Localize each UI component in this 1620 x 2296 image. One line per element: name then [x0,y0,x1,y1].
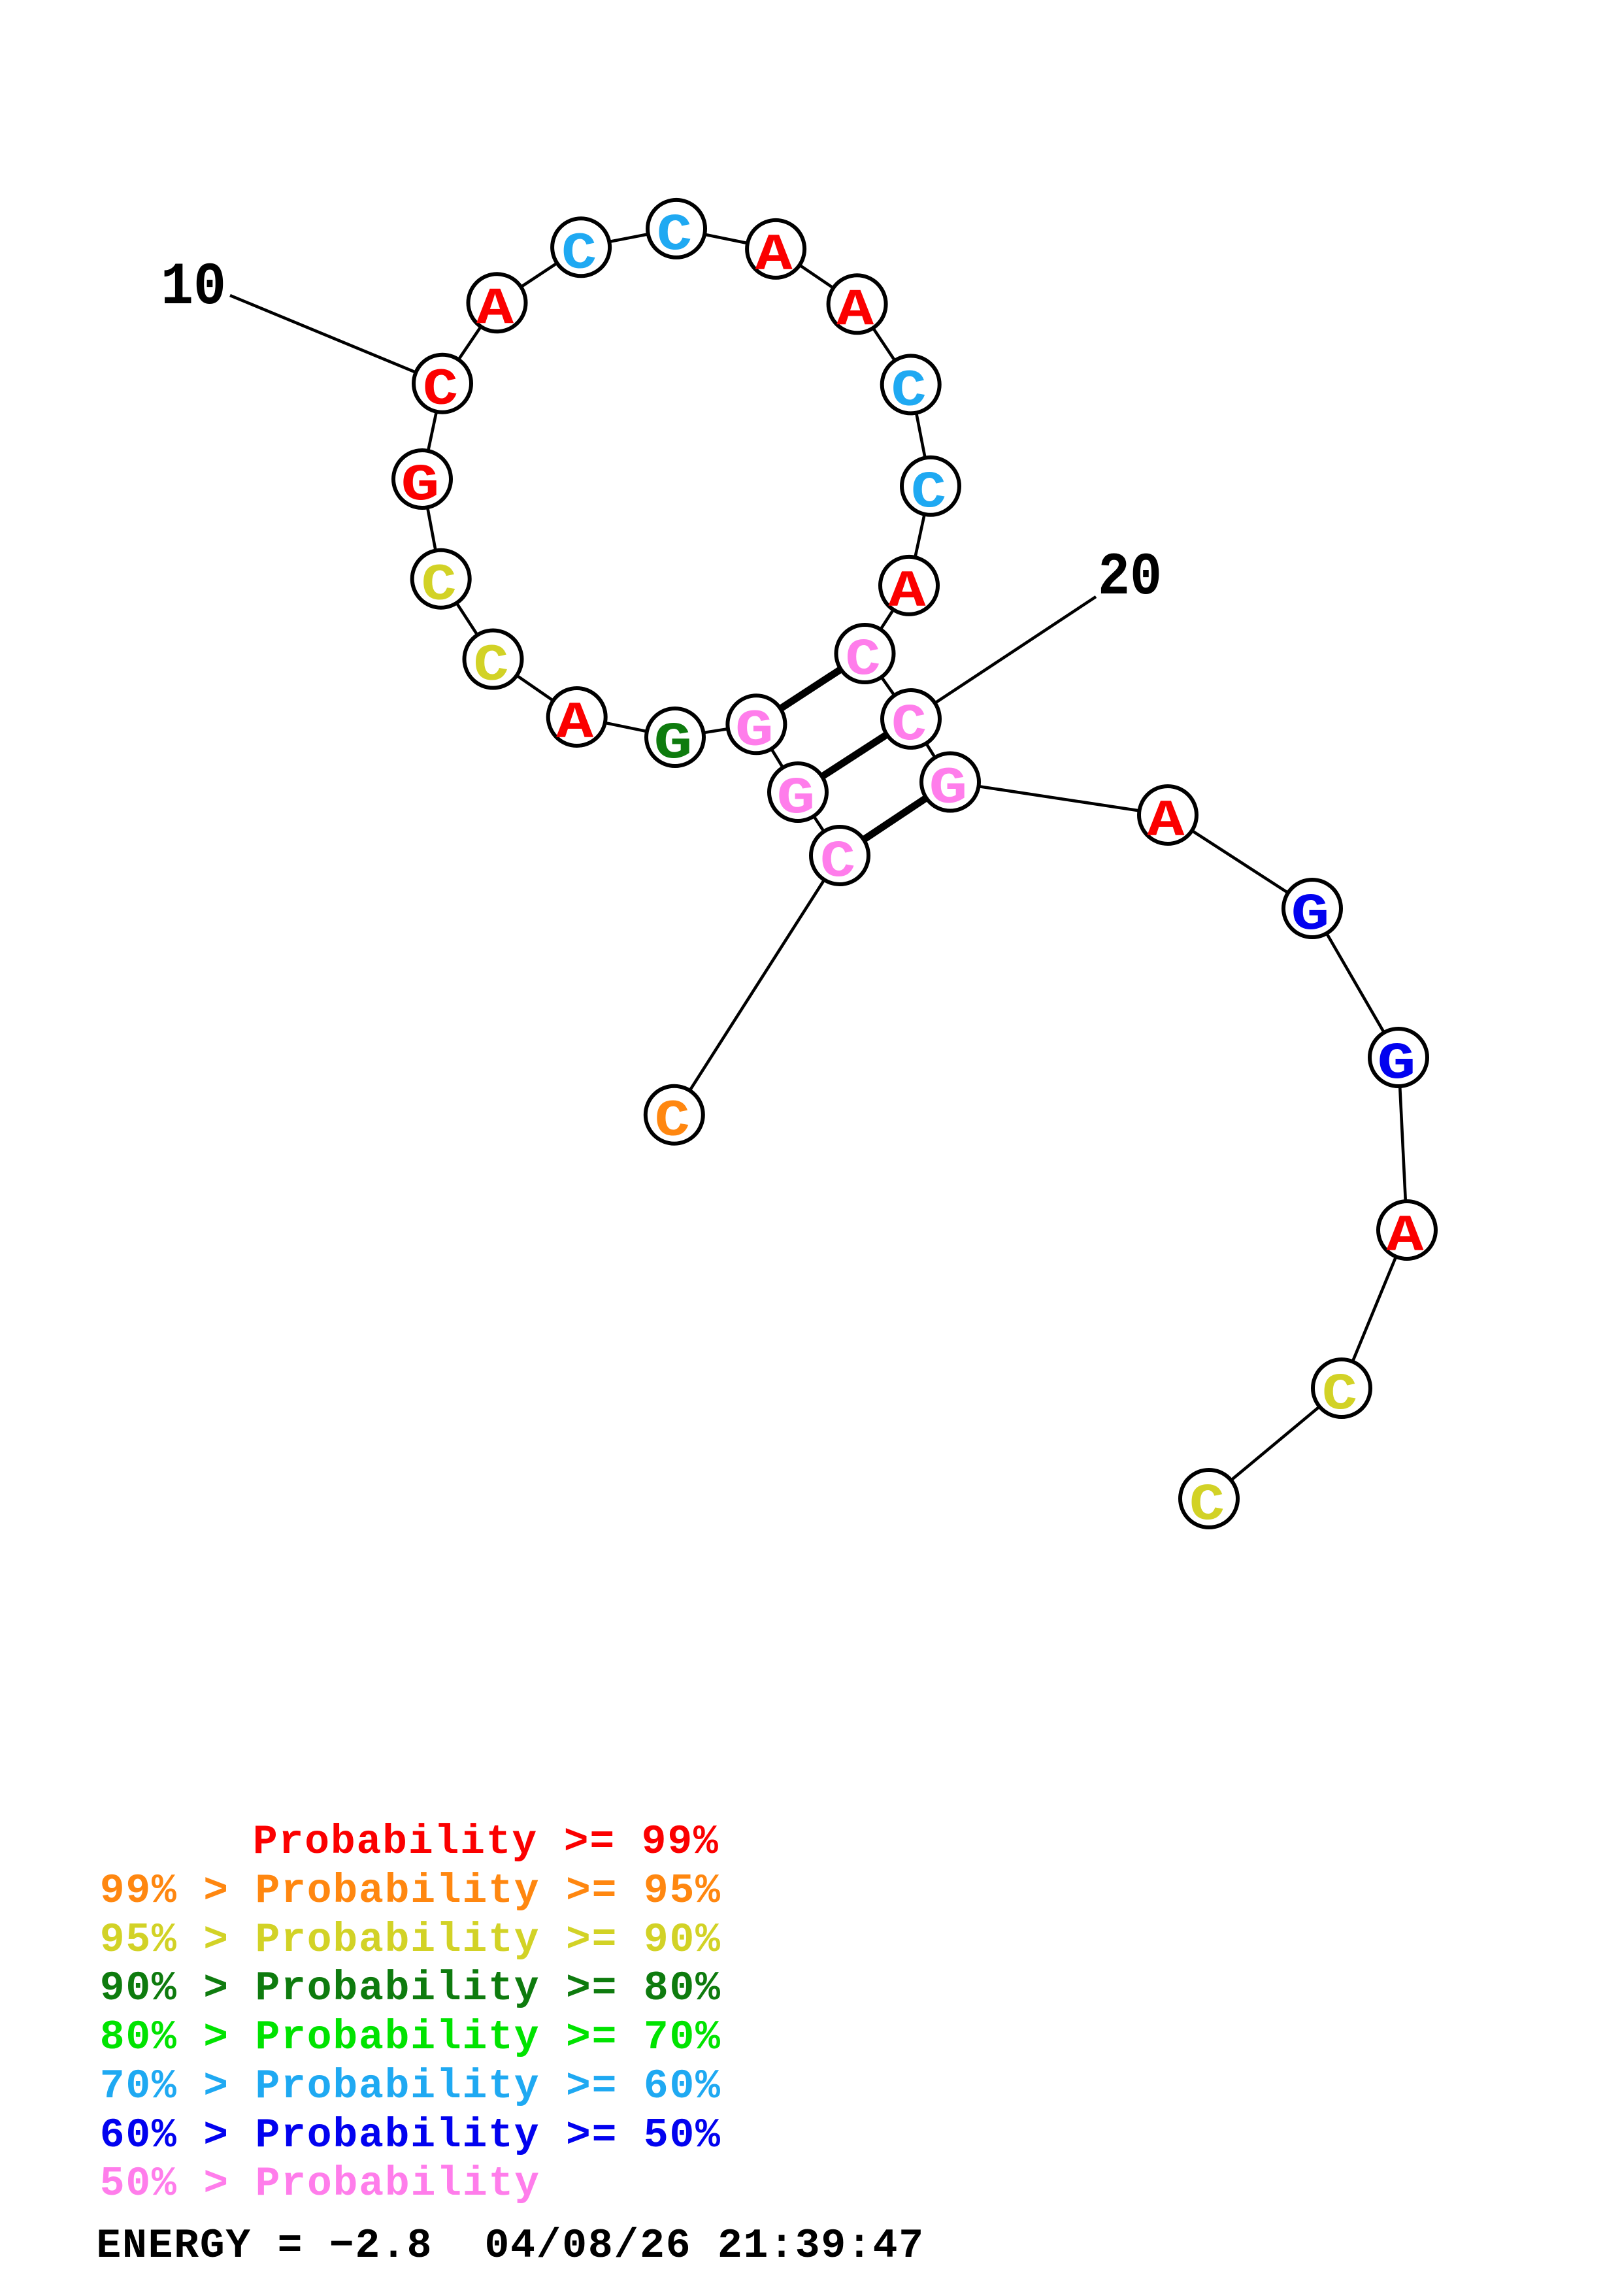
svg-text:60% > Probability >= 50%: 60% > Probability >= 50% [100,2112,720,2159]
svg-text:C: C [891,696,927,756]
svg-text:A: A [1387,1207,1425,1267]
svg-text:C: C [1322,1365,1357,1425]
svg-text:G: G [1378,1035,1416,1094]
svg-text:C: C [911,463,946,523]
svg-text:80% > Probability >= 70%: 80% > Probability >= 70% [100,2014,720,2061]
svg-text:ENERGY = −2.8 04/08/26 21:39:: ENERGY = −2.8 04/08/26 21:39:47 [96,2223,923,2269]
svg-text:C: C [474,637,509,696]
svg-text:A: A [755,226,793,286]
svg-text:A: A [556,694,594,754]
svg-text:C: C [561,224,597,284]
svg-text:99% > Probability >= 95%: 99% > Probability >= 95% [100,1868,720,1914]
svg-text:G: G [654,714,693,774]
svg-text:95% > Probability >= 90%: 95% > Probability >= 90% [100,1917,720,1963]
svg-text:G: G [1291,886,1330,945]
svg-text:C: C [1189,1476,1225,1535]
svg-text:C: C [891,361,927,421]
svg-text:G: G [735,701,774,761]
svg-text:90% > Probability >= 80%: 90% > Probability >= 80% [100,1965,720,2012]
svg-text:A: A [836,281,874,341]
svg-text:G: G [401,456,440,516]
svg-text:Probability >= 99%: Probability >= 99% [253,1819,718,1865]
svg-text:G: G [929,759,968,819]
svg-text:10: 10 [161,253,226,322]
svg-text:A: A [889,563,927,622]
svg-text:50% > Probability: 50% > Probability [100,2161,539,2207]
svg-text:C: C [422,556,457,616]
svg-text:G: G [777,769,816,829]
svg-text:C: C [423,361,458,420]
svg-text:A: A [1148,792,1185,852]
svg-text:C: C [657,206,692,265]
svg-text:C: C [655,1092,690,1152]
svg-text:C: C [846,631,881,690]
svg-text:C: C [820,833,855,892]
svg-text:20: 20 [1098,543,1162,612]
svg-text:A: A [476,280,514,339]
svg-text:70% > Probability >= 60%: 70% > Probability >= 60% [100,2063,720,2110]
